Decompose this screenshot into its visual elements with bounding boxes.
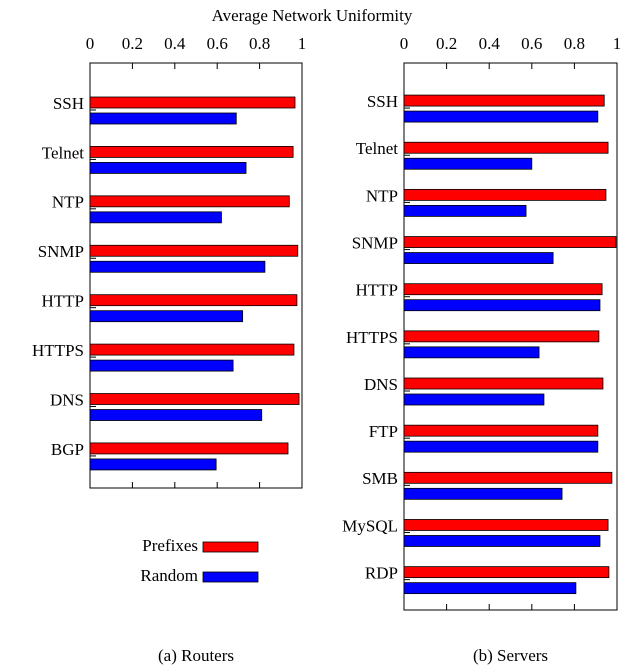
y-tick-label: SNMP (38, 242, 84, 261)
bar (403, 236, 617, 248)
y-tick-label: BGP (51, 440, 84, 459)
bar (403, 157, 533, 170)
bar (89, 162, 247, 174)
bar (89, 343, 295, 356)
plot-frame (89, 62, 303, 489)
y-tick-label: DNS (364, 375, 398, 394)
x-tick-label: 1 (298, 34, 307, 53)
bar (403, 346, 540, 359)
bar (403, 377, 604, 390)
y-tick-label: NTP (366, 186, 398, 205)
y-tick-label: SNMP (352, 233, 398, 252)
x-axis-title: Average Network Uniformity (212, 6, 413, 25)
bar (89, 442, 289, 455)
y-tick-label: FTP (369, 422, 398, 441)
chart-caption: (b) Servers (473, 646, 548, 665)
legend-swatch (202, 541, 259, 553)
bar (89, 359, 234, 372)
bar (403, 299, 601, 312)
bar (403, 519, 609, 531)
legend-swatch (202, 571, 259, 583)
bar (403, 252, 554, 264)
x-tick-label: 0.4 (164, 34, 186, 53)
bar (403, 188, 607, 201)
bar (89, 260, 266, 273)
y-tick-label: HTTP (356, 281, 399, 300)
bar (89, 310, 244, 323)
y-tick-label: Telnet (356, 139, 399, 158)
bar (403, 440, 599, 453)
bar (403, 424, 599, 437)
bar (89, 211, 222, 224)
y-tick-label: SSH (53, 94, 84, 113)
bar (89, 458, 217, 471)
bar (403, 204, 527, 217)
x-tick-label: 0.6 (207, 34, 228, 53)
bar (403, 471, 613, 484)
x-tick-label: 0.8 (249, 34, 270, 53)
bar (403, 393, 545, 406)
bar (403, 141, 609, 154)
bar (89, 146, 294, 158)
bar (89, 409, 263, 421)
bar (403, 566, 610, 579)
bar (403, 535, 601, 547)
x-tick-label: 0.2 (122, 34, 143, 53)
y-tick-label: MySQL (342, 516, 398, 535)
bar (403, 283, 603, 296)
x-tick-label: 0.4 (479, 34, 501, 53)
legend-label: Random (140, 566, 198, 585)
bar (89, 195, 290, 208)
y-tick-label: HTTPS (346, 328, 398, 347)
chart-caption: (a) Routers (158, 646, 234, 665)
bar (403, 330, 600, 343)
x-tick-label: 0.2 (436, 34, 457, 53)
bar (89, 96, 296, 109)
y-tick-label: RDP (365, 564, 398, 583)
bar (403, 110, 599, 123)
bar (89, 244, 299, 257)
bar (403, 582, 577, 595)
bar (89, 294, 298, 307)
x-tick-label: 1 (613, 34, 622, 53)
y-tick-label: SSH (367, 92, 398, 111)
x-tick-label: 0 (400, 34, 409, 53)
bar (403, 94, 605, 107)
y-tick-label: HTTPS (32, 341, 84, 360)
legend-label: Prefixes (142, 536, 198, 555)
y-tick-label: NTP (52, 193, 84, 212)
y-tick-label: DNS (50, 390, 84, 409)
bar (89, 112, 237, 125)
bar (403, 487, 563, 500)
y-tick-label: Telnet (42, 143, 85, 162)
bar (89, 393, 300, 405)
y-tick-label: SMB (362, 469, 398, 488)
x-tick-label: 0.8 (564, 34, 585, 53)
x-tick-label: 0 (86, 34, 95, 53)
y-tick-label: HTTP (42, 292, 85, 311)
x-tick-label: 0.6 (521, 34, 542, 53)
